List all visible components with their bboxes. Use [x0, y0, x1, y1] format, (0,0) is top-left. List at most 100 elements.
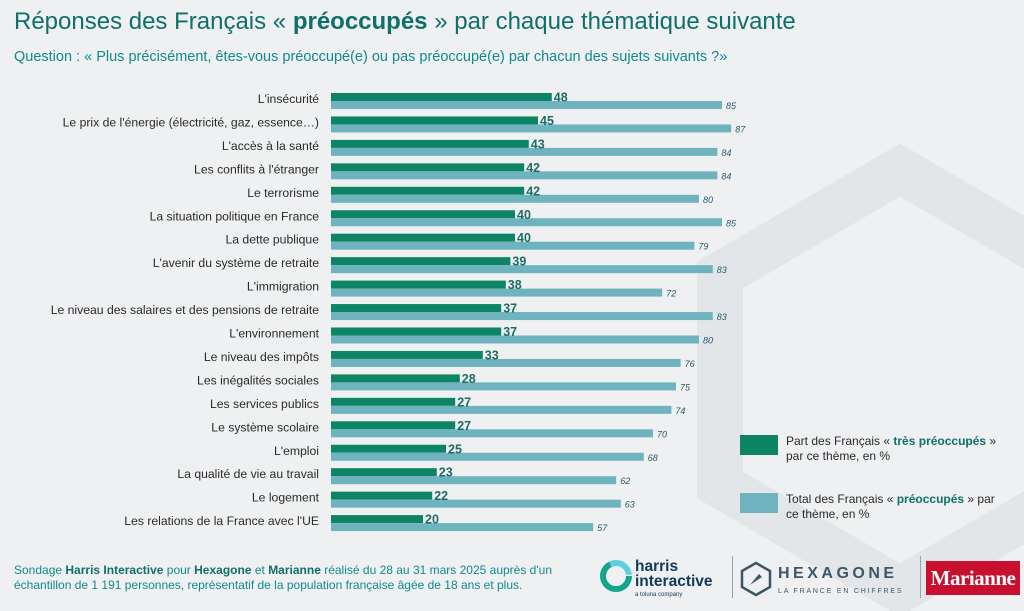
logo-separator — [920, 556, 921, 598]
data-label-very-concerned: 27 — [457, 419, 471, 433]
harris-logo-line2: interactive — [635, 573, 713, 590]
data-label-concerned: 57 — [597, 523, 608, 533]
data-label-concerned: 87 — [735, 124, 746, 134]
bar-concerned — [331, 523, 594, 532]
bar-very-concerned — [331, 210, 515, 219]
data-label-concerned: 76 — [685, 359, 695, 369]
harris-logo-icon — [600, 560, 632, 592]
bar-concerned — [331, 405, 672, 414]
category-label: Le niveau des salaires et des pensions d… — [51, 303, 320, 317]
category-label: La qualité de vie au travail — [177, 467, 319, 481]
bar-very-concerned — [331, 515, 423, 524]
category-label: Les services publics — [210, 397, 319, 411]
data-label-very-concerned: 37 — [503, 302, 517, 316]
data-label-very-concerned: 40 — [517, 231, 531, 245]
data-label-concerned: 80 — [703, 195, 713, 205]
bar-concerned — [331, 335, 699, 344]
category-label: La situation politique en France — [150, 209, 320, 223]
bar-very-concerned — [331, 163, 525, 172]
data-label-concerned: 85 — [726, 101, 737, 111]
bar-concerned — [331, 382, 676, 391]
category-label: Les relations de la France avec l'UE — [124, 514, 319, 528]
data-label-concerned: 68 — [648, 453, 658, 463]
bar-concerned — [331, 241, 695, 250]
page-subtitle: Question : « Plus précisément, êtes-vous… — [14, 49, 728, 65]
data-label-concerned: 85 — [726, 218, 737, 228]
data-label-very-concerned: 45 — [540, 114, 554, 128]
category-label: L'emploi — [274, 444, 319, 458]
data-label-very-concerned: 39 — [512, 255, 526, 269]
bar-concerned — [331, 452, 644, 461]
hexagone-logo-icon — [740, 561, 772, 597]
legend-swatch-very-concerned — [740, 435, 778, 455]
category-label: Les conflits à l'étranger — [194, 162, 319, 176]
bar-very-concerned — [331, 421, 456, 430]
bar-concerned — [331, 429, 653, 438]
data-label-very-concerned: 23 — [439, 466, 453, 480]
hexagone-logo: HEXAGONE LA FRANCE EN CHIFFRES — [740, 558, 915, 602]
bar-concerned — [331, 499, 621, 508]
bar-concerned — [331, 265, 713, 274]
data-label-very-concerned: 40 — [517, 208, 531, 222]
bar-chart: L'insécurité 48 85 Le prix de l'énergie (él… — [51, 91, 747, 534]
bar-very-concerned — [331, 374, 460, 383]
bar-concerned — [331, 147, 718, 156]
bar-very-concerned — [331, 116, 538, 125]
category-label: L'insécurité — [258, 92, 319, 106]
bar-very-concerned — [331, 397, 456, 406]
category-label: L'immigration — [247, 280, 319, 294]
bar-very-concerned — [331, 186, 525, 195]
data-label-concerned: 70 — [657, 429, 667, 439]
bar-concerned — [331, 218, 722, 227]
category-label: Le prix de l'énergie (électricité, gaz, … — [63, 115, 319, 129]
bar-concerned — [331, 358, 681, 367]
data-label-concerned: 83 — [717, 312, 727, 322]
category-label: Les inégalités sociales — [197, 373, 319, 387]
hexagone-logo-name: HEXAGONE — [778, 565, 898, 582]
data-label-concerned: 79 — [698, 242, 708, 252]
data-label-concerned: 84 — [721, 148, 731, 158]
data-label-concerned: 72 — [666, 289, 676, 299]
harris-interactive-logo: harris interactive a toluna company — [600, 558, 726, 602]
bar-very-concerned — [331, 468, 437, 477]
logo-separator — [732, 556, 733, 598]
bar-concerned — [331, 312, 713, 321]
data-label-concerned: 74 — [675, 406, 685, 416]
bar-concerned — [331, 194, 699, 203]
bar-very-concerned — [331, 304, 502, 313]
data-label-concerned: 62 — [620, 476, 630, 486]
data-label-very-concerned: 27 — [457, 395, 471, 409]
bar-concerned — [331, 288, 663, 297]
harris-logo-tagline: a toluna company — [635, 592, 683, 598]
data-label-very-concerned: 37 — [503, 325, 517, 339]
data-label-very-concerned: 28 — [462, 372, 476, 386]
category-label: L'avenir du système de retraite — [153, 256, 319, 270]
data-label-very-concerned: 48 — [554, 91, 568, 105]
hexagone-logo-tagline: LA FRANCE EN CHIFFRES — [778, 588, 904, 595]
page-title: Réponses des Français « préoccupés » par… — [14, 8, 796, 35]
data-label-very-concerned: 42 — [526, 184, 540, 198]
data-label-concerned: 84 — [721, 171, 731, 181]
bar-concerned — [331, 476, 617, 485]
survey-footnote: Sondage Harris Interactive pour Hexagone… — [14, 563, 552, 592]
category-label: Le logement — [252, 491, 320, 505]
bar-very-concerned — [331, 280, 506, 289]
category-label: Le terrorisme — [247, 186, 319, 200]
harris-logo-line1: harris — [635, 558, 679, 575]
data-label-concerned: 63 — [625, 500, 635, 510]
data-label-concerned: 80 — [703, 336, 713, 346]
data-label-very-concerned: 20 — [425, 513, 439, 527]
bar-very-concerned — [331, 327, 502, 336]
data-label-very-concerned: 42 — [526, 161, 540, 175]
data-label-concerned: 75 — [680, 382, 691, 392]
bar-very-concerned — [331, 257, 511, 266]
category-label: L'environnement — [229, 327, 319, 341]
bar-very-concerned — [331, 93, 552, 101]
category-label: Le niveau des impôts — [204, 350, 319, 364]
bar-concerned — [331, 101, 722, 109]
data-label-concerned: 83 — [717, 265, 727, 275]
data-label-very-concerned: 43 — [531, 137, 545, 151]
bar-very-concerned — [331, 139, 529, 148]
data-label-very-concerned: 38 — [508, 278, 522, 292]
bar-very-concerned — [331, 350, 483, 359]
